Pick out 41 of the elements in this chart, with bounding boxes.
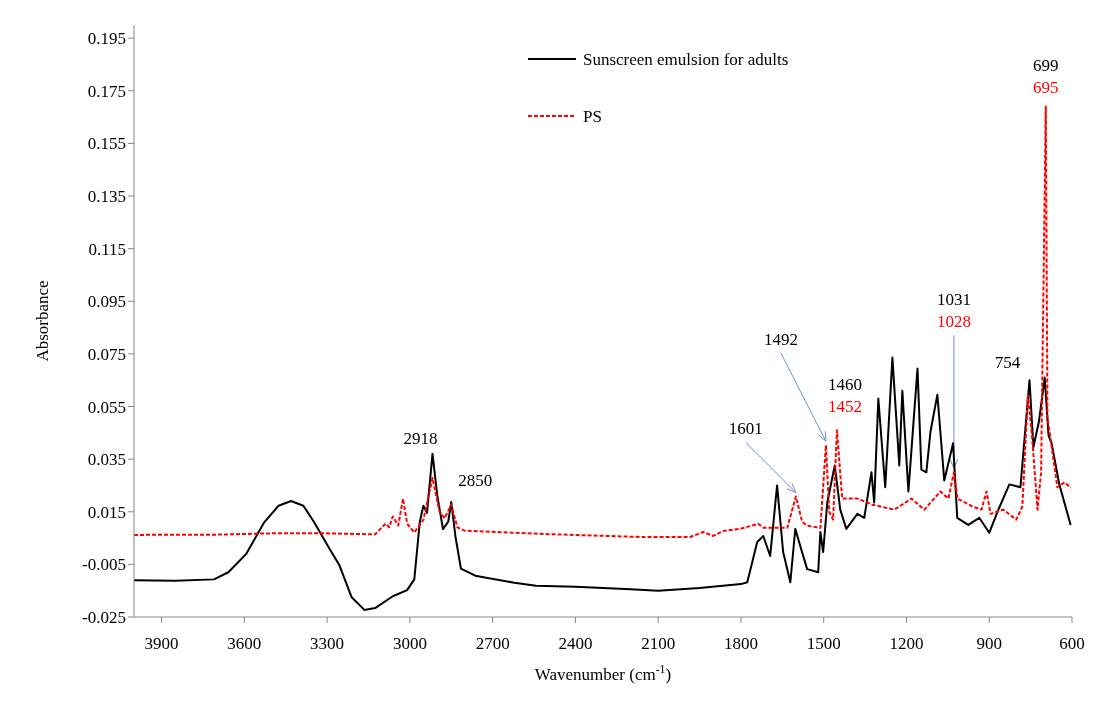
y-tick-label: 0.015 xyxy=(87,502,126,522)
y-tick-label: -0.005 xyxy=(82,555,126,575)
y-tick-label: 0.095 xyxy=(87,292,126,312)
annotation: 1028 xyxy=(936,312,971,332)
annotation: 2918 xyxy=(403,428,438,448)
legend-label: PS xyxy=(582,107,602,126)
y-tick-label: 0.135 xyxy=(87,187,126,207)
y-tick-label: 0.035 xyxy=(87,450,126,470)
y-tick-label: 0.155 xyxy=(87,134,126,154)
x-tick-label: 1200 xyxy=(889,634,924,654)
annotation: 1031 xyxy=(936,290,971,310)
annotation: 1492 xyxy=(763,330,798,350)
annotation: 1460 xyxy=(827,375,862,395)
y-tick-label: 0.175 xyxy=(87,81,126,101)
x-tick-label: 3300 xyxy=(310,634,345,654)
x-tick-label: 3600 xyxy=(227,634,262,654)
annotation: 754 xyxy=(994,353,1021,373)
x-tick-label: 2100 xyxy=(641,634,676,654)
line-series xyxy=(134,105,1072,539)
line-series xyxy=(134,356,1072,611)
legend-label: Sunscreen emulsion for adults xyxy=(582,50,789,69)
x-tick-label: 1500 xyxy=(806,634,841,654)
y-tick-label: 0.115 xyxy=(88,239,126,259)
y-axis-title: Absorbance xyxy=(33,280,52,362)
annotation: 695 xyxy=(1033,77,1059,97)
y-tick-label: 0.075 xyxy=(87,344,126,364)
annotation: 2850 xyxy=(458,471,493,491)
x-axis-title: Wavenumber (cm$^{-1}$) xyxy=(534,662,672,684)
x-tick-label: 1800 xyxy=(723,634,758,654)
y-tick-label: -0.025 xyxy=(82,608,126,628)
annotation: 699 xyxy=(1033,55,1059,75)
x-tick-label: 3000 xyxy=(392,634,427,654)
annotation: 1601 xyxy=(728,419,763,439)
y-tick-label: 0.055 xyxy=(87,397,126,417)
x-tick-label: 2700 xyxy=(475,634,510,654)
y-tick-label: 0.195 xyxy=(87,29,126,49)
x-tick-label: 900 xyxy=(976,634,1002,654)
x-tick-label: 3900 xyxy=(144,634,179,654)
x-tick-label: 600 xyxy=(1059,634,1085,654)
annotation: 1452 xyxy=(827,397,862,417)
x-tick-label: 2400 xyxy=(558,634,593,654)
